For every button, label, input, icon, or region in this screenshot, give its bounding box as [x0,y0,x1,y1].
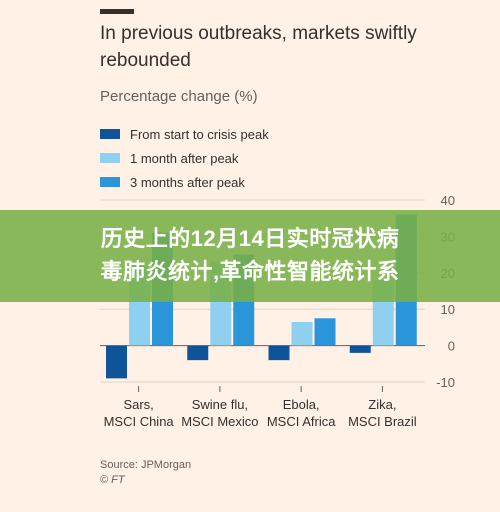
legend-swatch-3-months [100,177,120,187]
bar [314,318,336,346]
legend-label-3-months: 3 months after peak [130,174,245,190]
legend-item-crisis-peak: From start to crisis peak [100,122,269,146]
y-tick-label: 0 [448,339,455,354]
x-tick-label: MSCI Brazil [348,414,417,429]
bar [106,345,127,379]
bar [291,321,313,346]
title-accent-bar [100,9,134,14]
overlay-banner: 历史上的12月14日实时冠状病 毒肺炎统计,革命性智能统计系 [0,210,500,302]
legend-label-crisis-peak: From start to crisis peak [130,126,269,142]
bar [268,345,290,361]
legend-label-1-month: 1 month after peak [130,150,239,166]
legend-item-1-month: 1 month after peak [100,146,269,170]
x-tick-label: MSCI Africa [267,414,336,429]
chart-title: In previous outbreaks, markets swiftly r… [100,23,417,71]
y-tick-label: -10 [436,375,455,390]
x-tick-label: Swine flu, [192,397,248,412]
x-tick-label: Zika, [368,397,396,412]
bar [349,345,371,353]
legend-swatch-crisis-peak [100,129,120,139]
y-tick-label: 40 [441,193,455,208]
y-tick-label: 10 [441,302,455,317]
legend: From start to crisis peak 1 month after … [100,122,269,194]
ft-credit: © FT [100,474,125,486]
chart-subtitle: Percentage change (%) [100,88,258,105]
x-tick-label: Ebola, [283,397,320,412]
legend-swatch-1-month [100,153,120,163]
x-tick-label: MSCI China [104,414,175,429]
source-note: Source: JPMorgan [100,459,192,471]
bar [187,345,209,361]
overlay-banner-text: 历史上的12月14日实时冠状病 毒肺炎统计,革命性智能统计系 [100,226,400,284]
x-tick-label: Sars, [123,397,153,412]
x-tick-label: MSCI Mexico [181,414,258,429]
legend-item-3-months: 3 months after peak [100,170,269,194]
